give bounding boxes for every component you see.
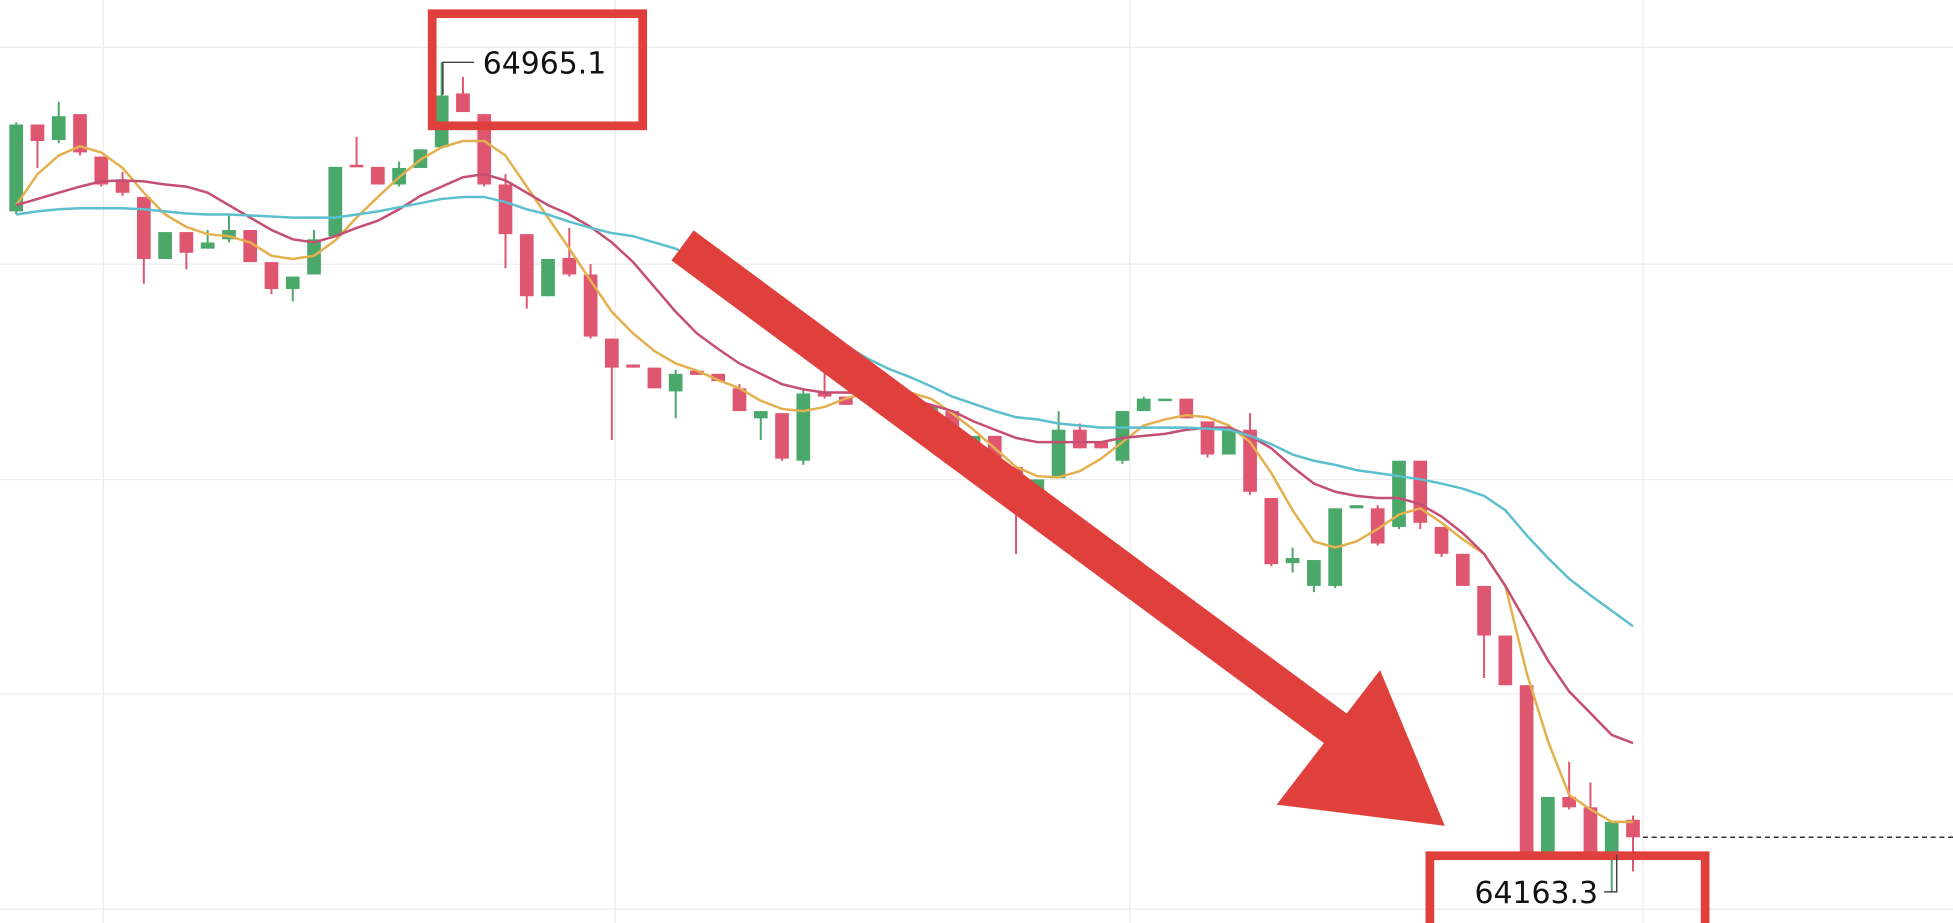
candle-body	[753, 411, 768, 419]
low-marker	[1604, 854, 1618, 893]
candle-body	[647, 367, 662, 389]
candle-body	[1179, 398, 1194, 419]
candle-body	[1264, 497, 1279, 565]
candle-body	[1094, 442, 1109, 449]
candle-body	[1477, 585, 1491, 636]
candle-body	[817, 392, 832, 397]
candle-body	[30, 124, 45, 142]
arrow	[671, 230, 1445, 826]
candle-body	[1051, 429, 1066, 479]
low-label: 64163.3	[1474, 876, 1598, 911]
moving-average-line	[15, 139, 1634, 824]
candle-body	[498, 184, 513, 235]
candle-body	[1221, 429, 1236, 455]
candle-body	[1307, 560, 1321, 586]
candle-body	[328, 166, 343, 237]
candle-body	[1604, 821, 1619, 853]
candle-body	[775, 413, 789, 459]
candle-body	[1498, 635, 1513, 686]
arrow-shaft	[671, 230, 1369, 760]
candle-body	[796, 393, 811, 461]
candle-body	[541, 258, 555, 297]
candle-body	[1370, 508, 1385, 544]
candle-body	[1158, 398, 1172, 402]
candle-body	[1626, 819, 1640, 838]
candle-body	[839, 396, 853, 405]
candle-body	[1434, 526, 1449, 554]
highlight-box	[1425, 851, 1710, 923]
candle-body	[158, 232, 172, 259]
candle-body	[222, 230, 236, 240]
candle-body	[690, 370, 704, 375]
candle-body	[370, 166, 385, 185]
candle-body	[456, 93, 470, 113]
candle-body	[1541, 796, 1555, 853]
candle-body	[1455, 553, 1470, 586]
candle-body	[519, 234, 534, 297]
candle-body	[562, 257, 577, 275]
candle-body	[1519, 685, 1534, 853]
candle-body	[1136, 398, 1151, 412]
candle-body	[1583, 807, 1598, 853]
candle-body	[732, 388, 747, 412]
highlight-box	[427, 9, 648, 131]
candle-body	[1115, 411, 1130, 461]
candle-body	[9, 124, 24, 212]
candle-body	[94, 156, 109, 185]
candles	[9, 62, 1640, 892]
candle-body	[605, 338, 619, 368]
high-marker	[442, 61, 475, 95]
candle-body	[136, 196, 151, 259]
highlight-boxes	[427, 9, 1710, 923]
candle-body	[668, 373, 683, 392]
candle-body	[434, 95, 449, 148]
candle-body	[349, 164, 364, 168]
candle-body	[243, 230, 258, 263]
candle-body	[73, 114, 87, 153]
candle-body	[264, 262, 279, 289]
candle-body	[179, 232, 194, 253]
candle-body	[1073, 429, 1087, 449]
annotations: 64965.1 64163.3	[442, 47, 1618, 911]
candle-body	[1562, 796, 1577, 808]
candle-body	[51, 116, 66, 141]
arrow-head	[1276, 670, 1445, 826]
candle-body	[200, 242, 215, 249]
candle-body	[115, 181, 130, 193]
candle-body	[285, 276, 300, 289]
candle-body	[711, 373, 726, 382]
candle-body	[583, 274, 598, 337]
moving-average-line	[16, 195, 1634, 628]
high-label: 64965.1	[483, 47, 607, 82]
candle-body	[1285, 557, 1300, 564]
candle-body	[626, 364, 640, 368]
candle-body	[1413, 460, 1428, 523]
candle-body	[1349, 505, 1364, 509]
candle-body	[477, 114, 492, 185]
moving-average-line	[15, 172, 1634, 745]
